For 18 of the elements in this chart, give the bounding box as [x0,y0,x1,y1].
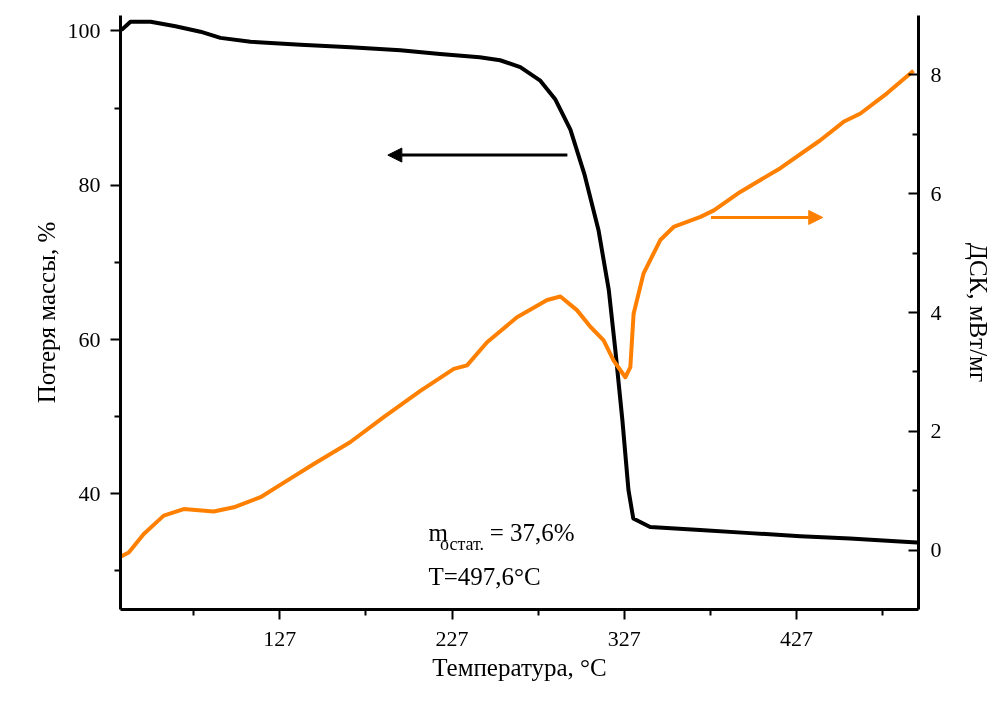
x-tick-label: 327 [607,625,641,651]
y-tick-label: 40 [78,480,101,506]
y-axis-title: Потеря массы, % [32,221,60,404]
y-tick-label: 100 [67,17,101,43]
y2-tick-label: 6 [930,180,942,206]
y2-axis-title: ДСК, мВт/мг [964,242,992,383]
y2-tick-label: 2 [930,418,942,444]
y2-tick-label: 8 [930,61,942,87]
x-tick-label: 427 [780,625,814,651]
y2-tick-label: 4 [930,299,942,325]
x-tick-label: 127 [263,625,297,651]
annotation: T=497,6°C [428,562,541,590]
y2-tick-label: 0 [930,537,942,563]
x-axis-title: Температура, °C [432,653,607,681]
x-tick-label: 227 [435,625,469,651]
y-tick-label: 60 [78,326,101,352]
annotation: mостат.= 37,6% [428,518,575,554]
y-tick-label: 80 [78,172,101,198]
